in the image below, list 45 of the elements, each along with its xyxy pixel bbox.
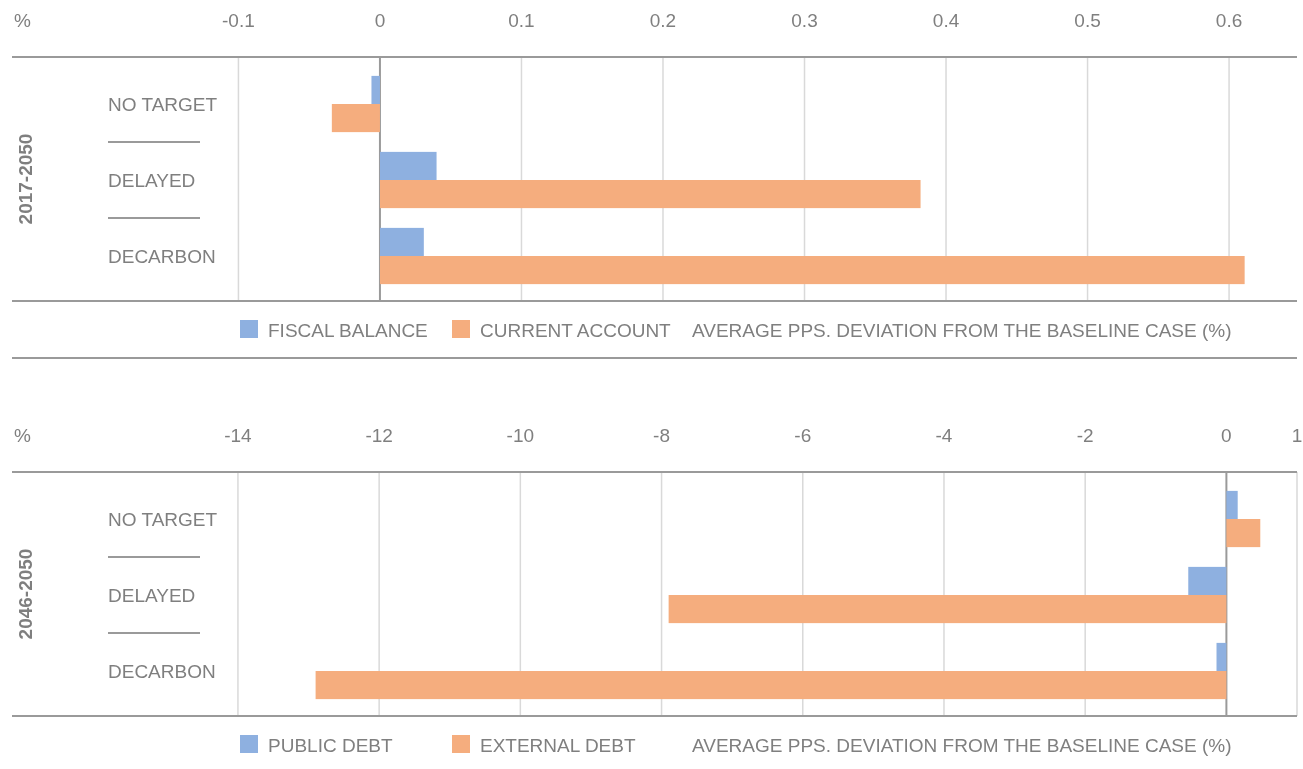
- bar: [371, 75, 380, 104]
- x-tick-label: -14: [224, 425, 253, 446]
- y-tick-label: NO TARGET: [108, 94, 218, 115]
- x-tick-label: -6: [794, 425, 812, 446]
- x-tick-label: 0.1: [508, 10, 535, 31]
- bar: [379, 256, 1245, 285]
- x-tick-label: 0.3: [791, 10, 818, 31]
- x-tick-label: 0: [1221, 425, 1232, 446]
- bar: [1226, 519, 1261, 548]
- text: %: [14, 10, 31, 31]
- text: %: [14, 425, 31, 446]
- legend-label: FISCAL BALANCE: [268, 320, 428, 341]
- x-tick-label: -8: [653, 425, 671, 446]
- x-tick-label: 1: [1291, 425, 1303, 446]
- x-tick-label: 0.2: [649, 10, 677, 31]
- bar: [379, 151, 437, 180]
- x-tick-label: 0.5: [1074, 10, 1101, 31]
- y-tick-label: DECARBON: [108, 661, 216, 682]
- bar: [379, 227, 424, 256]
- y-tick-label: NO TARGET: [108, 509, 218, 530]
- y-tick-label: DELAYED: [108, 585, 196, 606]
- y-tick-label: DECARBON: [108, 246, 216, 267]
- x-axis-title: AVERAGE PPS. DEVIATION FROM THE BASELINE CASE (%): [692, 320, 1232, 341]
- bar: [315, 671, 1227, 700]
- x-tick-label: -4: [935, 425, 953, 446]
- y-axis-title: 2046-2050: [15, 548, 36, 640]
- x-tick-label: 0: [374, 10, 386, 31]
- y-tick-label: DELAYED: [108, 170, 196, 191]
- x-axis-title: AVERAGE PPS. DEVIATION FROM THE BASELINE CASE (%): [692, 735, 1232, 756]
- bar: [1188, 566, 1227, 595]
- x-tick-label: 0.6: [1215, 10, 1243, 31]
- x-tick-label: 0.4: [932, 10, 960, 31]
- bar: [668, 595, 1227, 624]
- bar: [379, 180, 921, 209]
- x-tick-label: -2: [1076, 425, 1094, 446]
- legend-label: EXTERNAL DEBT: [480, 735, 636, 756]
- bar: [1216, 642, 1227, 671]
- x-tick-label: -0.1: [222, 10, 255, 31]
- bar: [1226, 490, 1238, 519]
- bar: [331, 104, 380, 133]
- x-tick-label: -10: [506, 425, 535, 446]
- y-axis-title: 2017-2050: [15, 133, 36, 225]
- legend-label: PUBLIC DEBT: [268, 735, 393, 756]
- x-tick-label: -12: [365, 425, 393, 446]
- legend-label: CURRENT ACCOUNT: [480, 320, 672, 341]
